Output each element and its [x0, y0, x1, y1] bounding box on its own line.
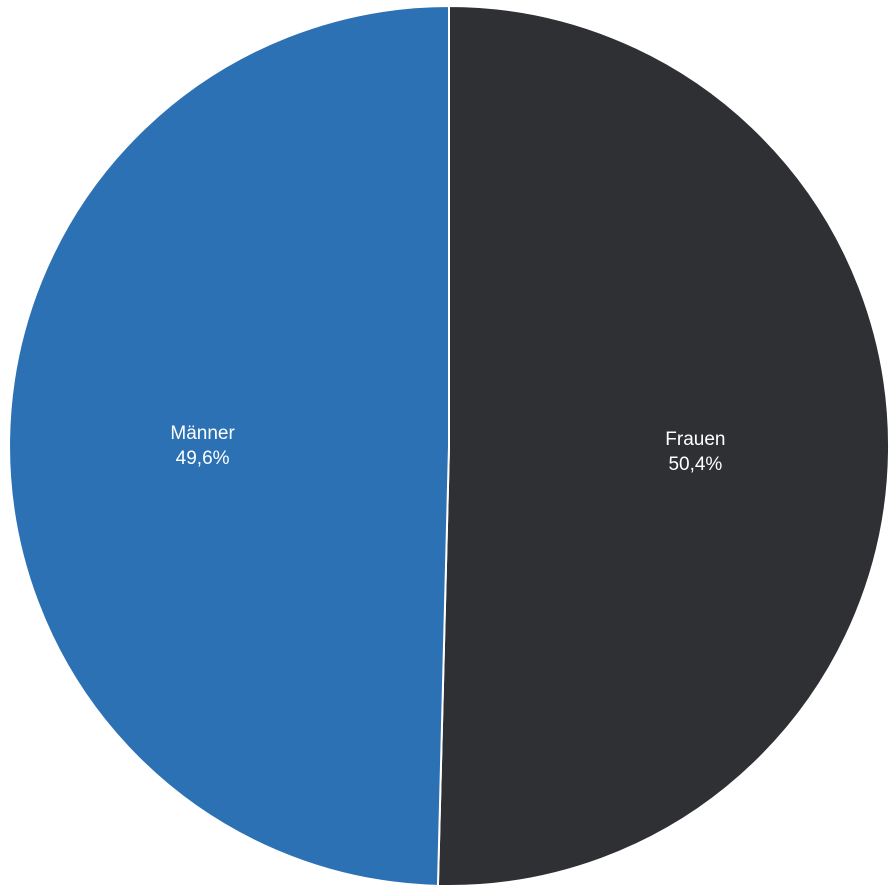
slice-name-label: Männer — [170, 423, 235, 444]
pie-slice-männer — [8, 4, 450, 887]
slices-layer — [8, 4, 889, 887]
pie-slice-frauen — [436, 4, 889, 887]
labels-layer: Frauen 50,4% Männer 49,6% — [170, 423, 725, 475]
slice-value-label: 49,6% — [176, 448, 230, 469]
slice-value-label: 50,4% — [668, 454, 722, 475]
slice-name-label: Frauen — [665, 429, 725, 450]
